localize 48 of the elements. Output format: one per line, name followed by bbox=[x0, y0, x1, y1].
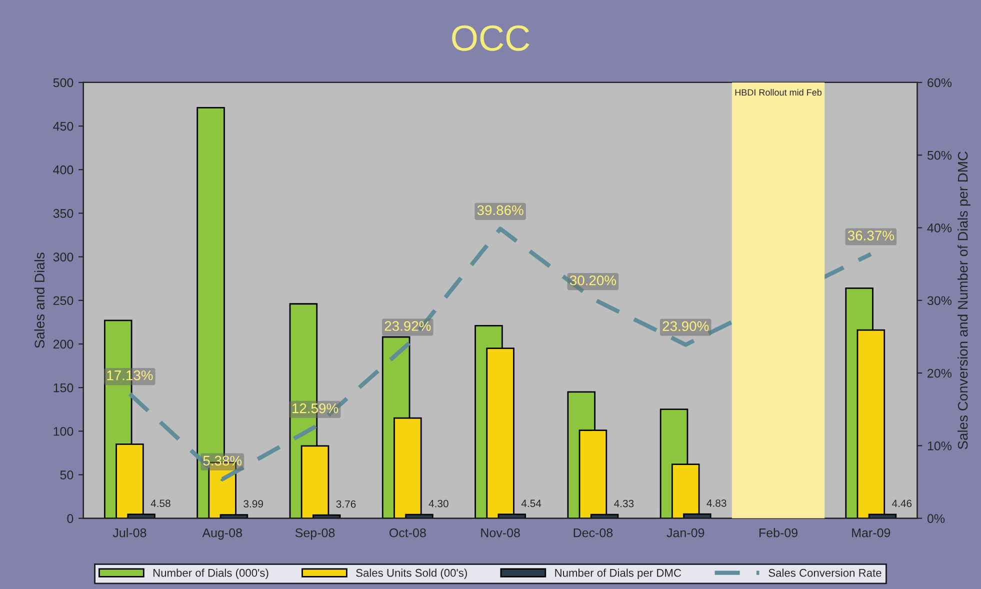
data-label: 4.83 bbox=[706, 499, 726, 507]
data-label: 4.58 bbox=[150, 500, 170, 508]
data-label: 4.30 bbox=[428, 500, 448, 508]
data-label: 4.46 bbox=[892, 500, 912, 508]
data-label: 3.99 bbox=[244, 500, 263, 508]
data-label: 23.90% bbox=[662, 321, 709, 332]
data-label: 39.86% bbox=[477, 205, 524, 216]
y2-tick-label: 0% bbox=[927, 514, 945, 523]
x-tick-label: Feb-09 bbox=[759, 528, 798, 538]
data-label: 4.33 bbox=[614, 500, 634, 508]
x-tick-label: Nov-08 bbox=[481, 528, 520, 538]
data-label: 4.54 bbox=[521, 500, 542, 508]
y-tick-label: 200 bbox=[53, 340, 74, 349]
x-tick-label: Dec-08 bbox=[574, 528, 613, 538]
legend-label: Sales Conversion Rate bbox=[768, 568, 882, 577]
data-label: 36.37% bbox=[848, 230, 894, 240]
y2-tick-label: 40% bbox=[927, 224, 952, 232]
y2-tick-label: 10% bbox=[928, 441, 952, 450]
band-label: HBDI Rollout mid Feb bbox=[735, 89, 822, 96]
data-label: 30.20% bbox=[570, 275, 616, 286]
y2-tick-label: 20% bbox=[928, 368, 952, 378]
y-tick-label: 350 bbox=[53, 209, 74, 218]
x-tick-label: Mar-09 bbox=[852, 528, 890, 538]
data-label: 23.92% bbox=[384, 321, 431, 331]
y2-axis-title: Sales Conversion and Number of Dials per DMC bbox=[958, 152, 970, 450]
y-axis-title: Sales and Dials bbox=[34, 252, 45, 348]
legend-label: Number of Dials (000's) bbox=[153, 568, 268, 579]
y-tick-label: 400 bbox=[53, 165, 74, 174]
x-tick-label: Sep-08 bbox=[295, 528, 335, 540]
chart-title: OCC bbox=[452, 25, 530, 51]
x-tick-label: Jul-08 bbox=[112, 528, 146, 538]
y-tick-label: 300 bbox=[53, 252, 74, 262]
y-tick-label: 500 bbox=[53, 78, 74, 88]
y-tick-label: 50 bbox=[60, 470, 74, 480]
legend-label: Number of Dials per DMC bbox=[555, 568, 682, 579]
y-tick-label: 150 bbox=[54, 383, 74, 392]
y-tick-label: 100 bbox=[54, 426, 74, 436]
x-tick-label: Aug-08 bbox=[202, 528, 242, 540]
data-label: 3.76 bbox=[336, 500, 356, 508]
legend-label: Sales Units Sold (00's) bbox=[356, 568, 467, 579]
y-tick-label: 0 bbox=[67, 514, 74, 523]
y2-tick-label: 50% bbox=[927, 150, 952, 160]
y-tick-label: 450 bbox=[53, 122, 74, 131]
y2-tick-label: 60% bbox=[928, 78, 952, 88]
y-tick-label: 250 bbox=[53, 296, 74, 306]
x-tick-label: Jan-09 bbox=[666, 528, 704, 538]
y2-tick-label: 30% bbox=[927, 296, 952, 306]
x-tick-label: Oct-08 bbox=[389, 528, 426, 538]
